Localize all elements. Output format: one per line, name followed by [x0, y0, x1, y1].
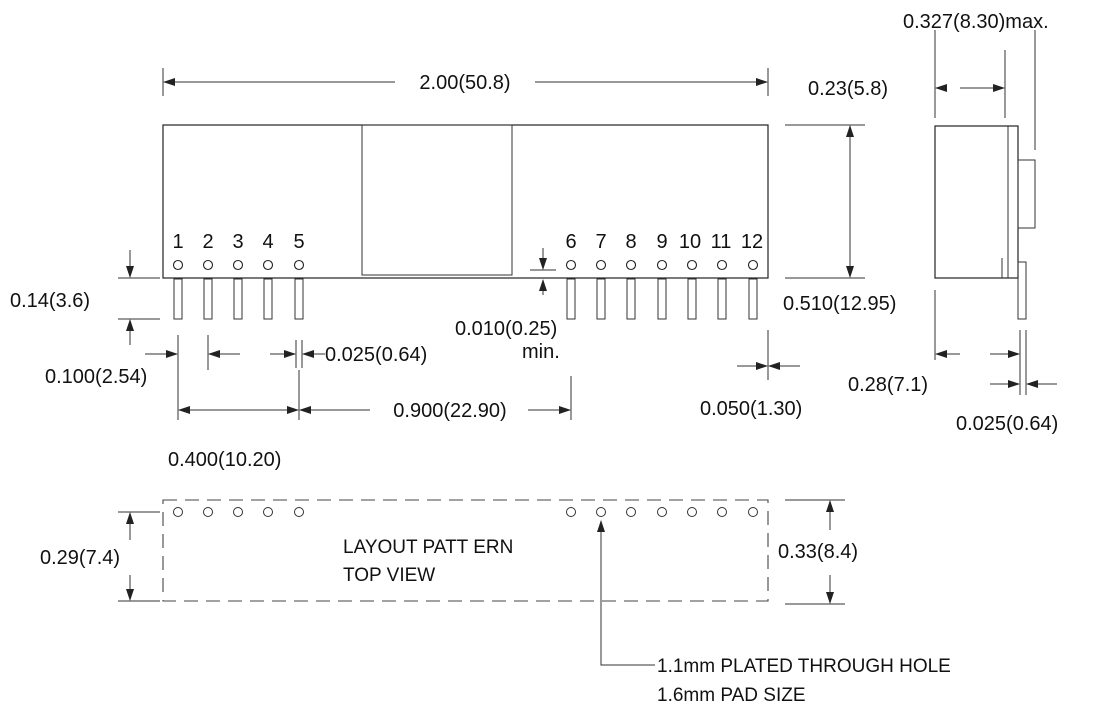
dim-outline-height: 0.33(8.4): [778, 499, 858, 605]
dim-label: 0.900(22.90): [393, 400, 506, 422]
dim-label: 0.28(7.1): [848, 374, 928, 396]
dim-overall-length: 2.00(50.8): [162, 68, 769, 96]
dim-pin-thickness: 0.025(0.64): [956, 330, 1058, 435]
component-window: [361, 124, 513, 276]
pin-number: 10: [679, 231, 701, 253]
module-body: [162, 124, 769, 279]
dim-body-depth: 0.23(5.8): [808, 50, 1006, 118]
pin-circles-right: [565, 259, 759, 271]
hole-note: 1.1mm PLATED THROUGH HOLE: [657, 656, 951, 677]
dim-label: 0.510(12.95): [783, 293, 896, 315]
dim-standoff: 0.010(0.25) min.: [455, 248, 560, 363]
dim-label: 0.010(0.25): [455, 318, 557, 340]
pin-number: 6: [565, 231, 576, 253]
dim-row-spacing: 0.29(7.4): [40, 511, 160, 602]
side-body: [934, 125, 1019, 279]
pin-number: 1: [172, 231, 183, 253]
layout-title: LAYOUT PATT ERN: [343, 537, 513, 558]
pin-circles-left: [172, 259, 305, 271]
dim-label: 0.400(10.20): [168, 449, 281, 471]
dim-pin-width: 0.025(0.64): [270, 340, 427, 368]
pin-number: 3: [232, 231, 243, 253]
pad-note: 1.6mm PAD SIZE: [657, 685, 806, 706]
pin-number: 11: [711, 231, 732, 253]
dim-end-clearance: 0.050(1.30): [700, 330, 802, 420]
dim-pin-pitch: 0.100(2.54): [45, 335, 240, 420]
dim-label: 0.327(8.30)max.: [903, 11, 1049, 33]
side-component: [1017, 159, 1036, 229]
dim-max-depth: 0.327(8.30)max.: [903, 11, 1049, 150]
dim-label: 0.14(3.6): [10, 290, 90, 312]
layout-pattern: LAYOUT PATT ERN TOP VIEW: [162, 499, 769, 602]
hole-callout: 1.1mm PLATED THROUGH HOLE 1.6mm PAD SIZE: [597, 520, 951, 706]
pin-number: 4: [262, 231, 273, 253]
pin-number: 9: [656, 231, 667, 253]
dim-label: 0.025(0.64): [956, 413, 1058, 435]
dim-group-gap: 0.900(22.90): [299, 400, 571, 422]
side-view: [934, 125, 1036, 320]
dim-label: 2.00(50.8): [419, 72, 510, 94]
dim-label: 0.23(5.8): [808, 78, 888, 100]
pin-legs: [173, 278, 758, 320]
pin-number: 8: [625, 231, 636, 253]
pin-number: 5: [293, 231, 304, 253]
pin-number: 2: [202, 231, 213, 253]
layout-holes: [173, 507, 758, 517]
dim-height: 0.510(12.95): [783, 124, 896, 315]
dim-label: 0.33(8.4): [778, 541, 858, 563]
dim-note: min.: [522, 341, 560, 363]
layout-subtitle: TOP VIEW: [343, 565, 435, 586]
pin-number: 7: [595, 231, 606, 253]
dim-pin-offset: 0.28(7.1): [848, 290, 1021, 396]
dim-group-span: 0.400(10.20): [168, 370, 572, 471]
pin-number: 12: [741, 231, 763, 253]
dim-label: 0.100(2.54): [45, 366, 147, 388]
dim-label: 0.025(0.64): [325, 344, 427, 366]
dim-label: 0.050(1.30): [700, 398, 802, 420]
dim-label: 0.29(7.4): [40, 547, 120, 569]
side-pin: [1017, 261, 1027, 320]
dim-pin-length: 0.14(3.6): [10, 250, 160, 345]
front-view: 1 2 3 4 5 6 7 8 9 10 11 12: [162, 124, 769, 320]
